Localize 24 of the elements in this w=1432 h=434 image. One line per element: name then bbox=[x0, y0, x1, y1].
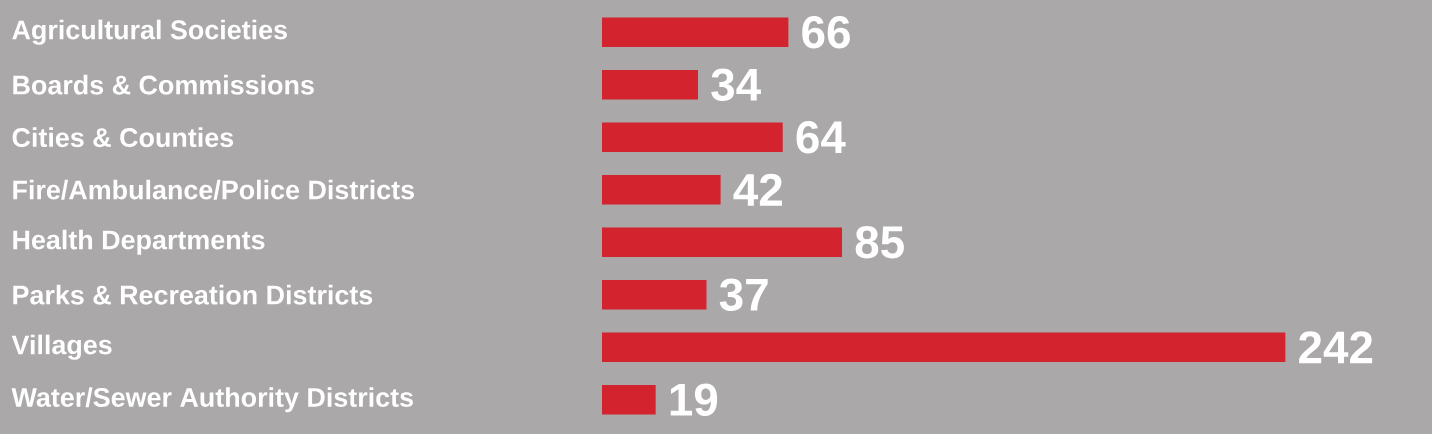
bar bbox=[602, 17, 789, 47]
data-label: 42 bbox=[733, 173, 782, 206]
y-tick-label: Boards & Commissions bbox=[13, 74, 314, 95]
data-label: 19 bbox=[670, 383, 718, 416]
y-tick-label: Health Departments bbox=[13, 229, 265, 255]
y-tick-label: Cities & Counties bbox=[12, 127, 234, 148]
data-label: 66 bbox=[802, 16, 850, 49]
bar bbox=[602, 332, 1286, 362]
data-label: 242 bbox=[1299, 331, 1373, 364]
data-label: 64 bbox=[796, 121, 846, 154]
bar bbox=[602, 70, 699, 100]
data-label: 34 bbox=[711, 68, 761, 102]
bar bbox=[602, 122, 783, 152]
y-tick-label: Agricultural Societies bbox=[12, 19, 287, 45]
y-tick-label: Fire/Ambulance/Police Districts bbox=[13, 179, 415, 200]
y-tick-label: Parks & Recreation Districts bbox=[13, 284, 373, 305]
bar bbox=[602, 385, 656, 415]
bar bbox=[602, 280, 707, 310]
y-tick-label: Villages bbox=[11, 334, 112, 360]
data-label: 37 bbox=[719, 278, 768, 312]
bar bbox=[602, 175, 721, 205]
bar bbox=[602, 227, 843, 257]
y-tick-label: Water/Sewer Authority Districts bbox=[11, 387, 413, 413]
data-label: 85 bbox=[855, 226, 904, 259]
